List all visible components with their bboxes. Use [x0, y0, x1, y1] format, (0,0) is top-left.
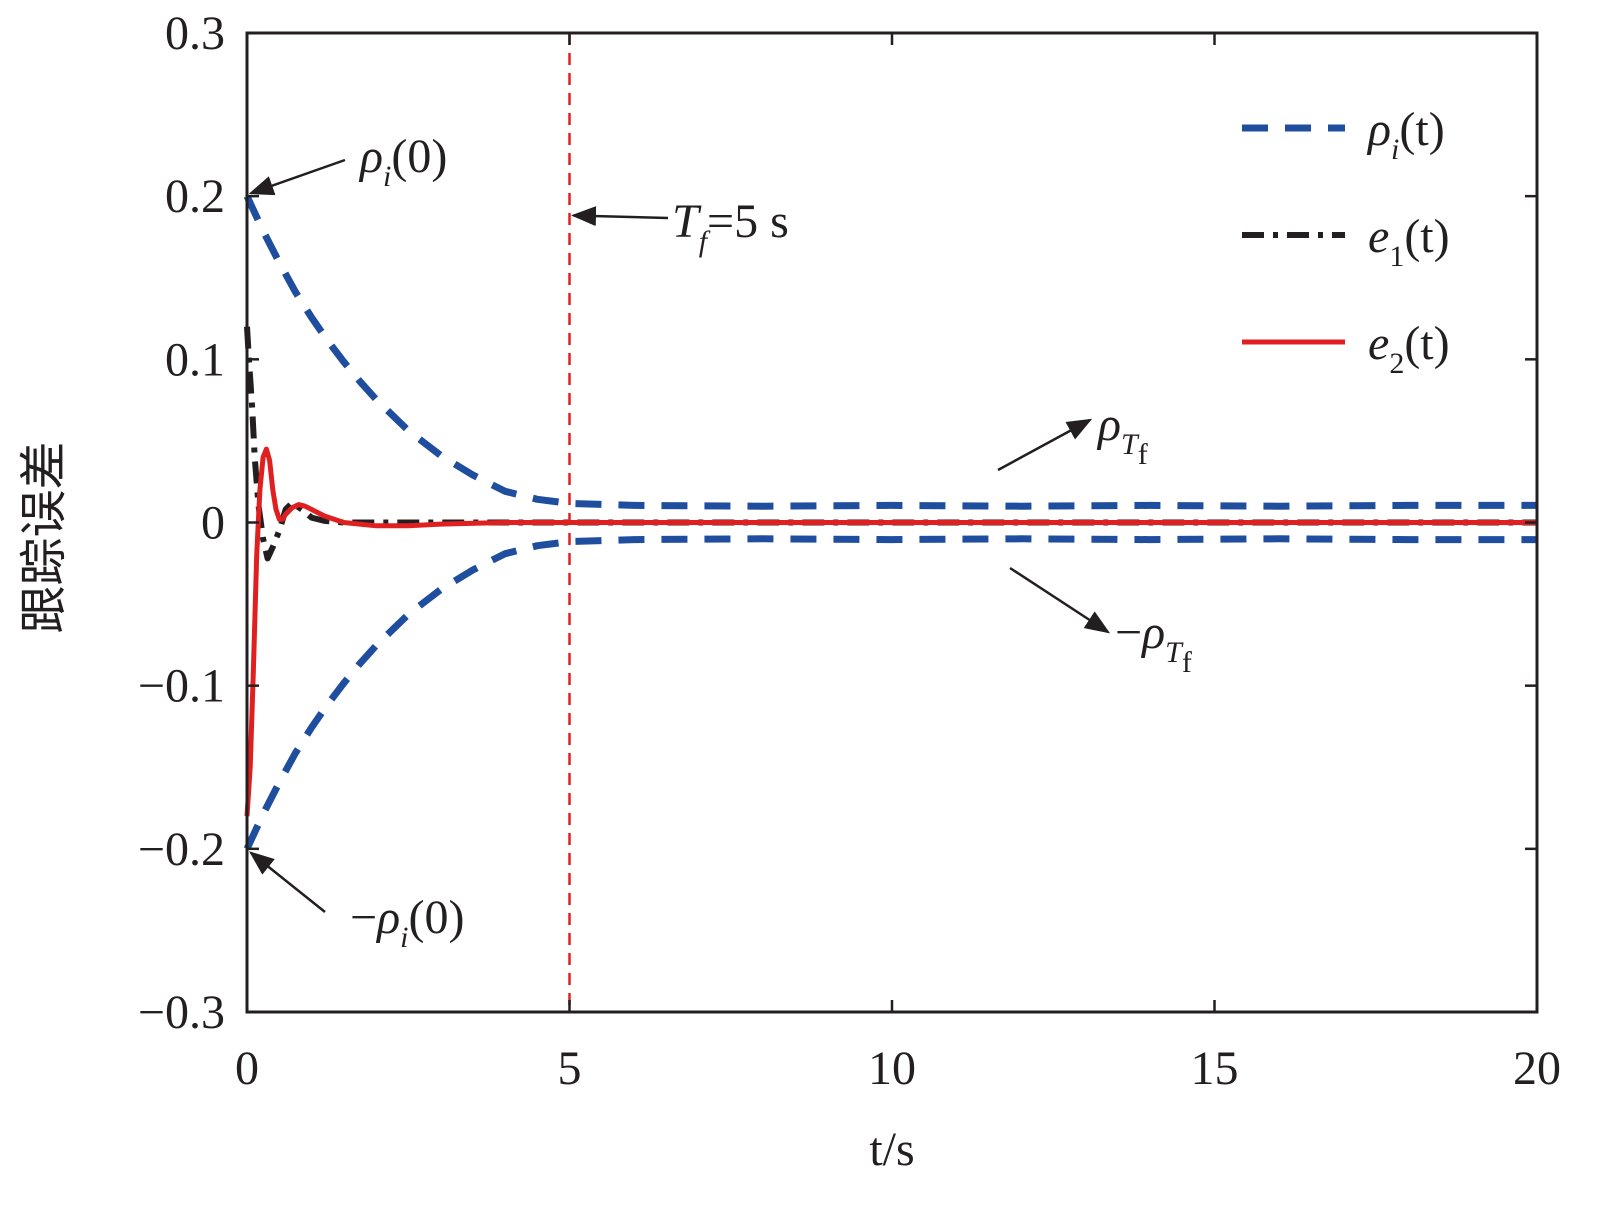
x-axis-title: t/s: [869, 1123, 914, 1176]
y-tick-label: 0.3: [165, 7, 225, 60]
series-line-2: [244, 326, 1537, 562]
annotation-arrow: [248, 158, 346, 196]
tick-layer: 0 5 10 15 20 −0.3 −0.2 −0.1 0 0.1 0.2 0.3: [138, 7, 1561, 1095]
y-tick-label: −0.3: [138, 986, 225, 1039]
annotation-layer: ρi(0) −ρi(0) Tf=5 s ρTf −ρTf: [248, 130, 1192, 954]
annotation-label: −ρi(0): [350, 891, 464, 954]
x-tick-label: 15: [1191, 1042, 1239, 1095]
series-line-3: [244, 446, 1537, 817]
annotation-arrow: [1009, 566, 1111, 634]
series-line-1: [243, 535, 1537, 851]
y-tick-label: 0.2: [165, 170, 225, 223]
series-line-0: [243, 194, 1537, 510]
annotation-label: Tf=5 s: [672, 195, 789, 258]
y-tick-label: 0: [201, 497, 225, 550]
y-axis-title: 跟踪误差: [18, 441, 71, 633]
legend-label: e2(t): [1368, 317, 1450, 380]
x-tick-label: 0: [235, 1042, 259, 1095]
y-tick-label: 0.1: [165, 333, 225, 386]
legend-label: ρi(t): [1366, 103, 1445, 166]
x-tick-label: 5: [558, 1042, 582, 1095]
legend: ρi(t) e1(t) e2(t): [1242, 103, 1450, 380]
x-tick-label: 20: [1513, 1042, 1561, 1095]
annotation-arrow: [249, 851, 326, 913]
y-tick-label: −0.1: [138, 660, 225, 713]
annotation-label: ρTf: [1096, 398, 1148, 471]
annotation-label: ρi(0): [358, 130, 447, 193]
x-tick-label: 10: [868, 1042, 916, 1095]
annotation-arrow: [571, 206, 669, 227]
y-tick-label: −0.2: [138, 823, 225, 876]
annotation-arrow: [997, 418, 1093, 472]
legend-label: e1(t): [1368, 210, 1450, 273]
series-layer: [243, 33, 1537, 1012]
annotation-label: −ρTf: [1115, 606, 1192, 679]
